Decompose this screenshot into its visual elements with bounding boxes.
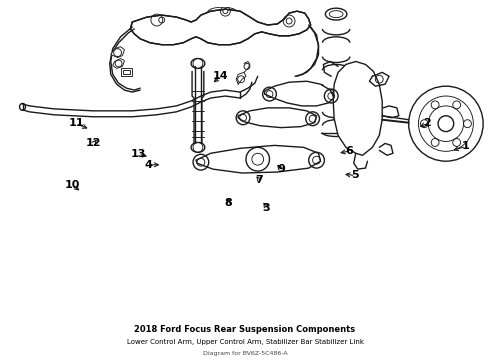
Text: 9: 9 xyxy=(277,165,285,174)
Text: 14: 14 xyxy=(213,71,229,81)
Text: 5: 5 xyxy=(352,171,359,180)
Text: 12: 12 xyxy=(86,138,101,148)
Text: Diagram for BV6Z-5C486-A: Diagram for BV6Z-5C486-A xyxy=(203,351,287,356)
Text: 2018 Ford Focus Rear Suspension Components: 2018 Ford Focus Rear Suspension Componen… xyxy=(134,325,356,334)
Text: 6: 6 xyxy=(346,146,354,156)
Polygon shape xyxy=(113,59,124,68)
Text: 7: 7 xyxy=(255,175,263,185)
Text: 10: 10 xyxy=(65,180,80,190)
Text: 8: 8 xyxy=(224,198,232,208)
Polygon shape xyxy=(121,68,132,76)
Polygon shape xyxy=(265,81,334,106)
Text: 11: 11 xyxy=(68,118,84,129)
Text: 13: 13 xyxy=(131,149,146,159)
Polygon shape xyxy=(333,62,382,155)
Polygon shape xyxy=(111,47,124,58)
Text: 4: 4 xyxy=(144,160,152,170)
Polygon shape xyxy=(196,145,320,173)
Text: 1: 1 xyxy=(462,141,470,152)
Text: Lower Control Arm, Upper Control Arm, Stabilizer Bar Stabilizer Link: Lower Control Arm, Upper Control Arm, St… xyxy=(126,339,364,345)
Polygon shape xyxy=(238,108,317,128)
Text: 3: 3 xyxy=(263,203,270,213)
Text: 2: 2 xyxy=(423,118,431,129)
Polygon shape xyxy=(130,9,311,45)
